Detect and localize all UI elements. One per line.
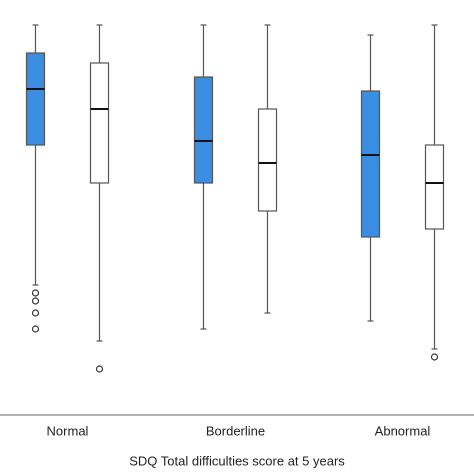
outlier (430, 353, 439, 361)
x-tick-label: Abnormal (375, 423, 431, 438)
outlier (31, 297, 40, 305)
box (424, 144, 445, 230)
x-tick-label: Normal (47, 423, 89, 438)
box (257, 108, 278, 212)
box (360, 90, 381, 238)
box (89, 62, 110, 184)
outlier (31, 325, 40, 333)
outlier (31, 289, 40, 297)
outlier (95, 365, 104, 373)
x-tick-label: Borderline (206, 423, 265, 438)
x-axis-title: SDQ Total difficulties score at 5 years (129, 453, 345, 468)
box (25, 52, 46, 146)
box (193, 76, 214, 184)
outlier (31, 309, 40, 317)
